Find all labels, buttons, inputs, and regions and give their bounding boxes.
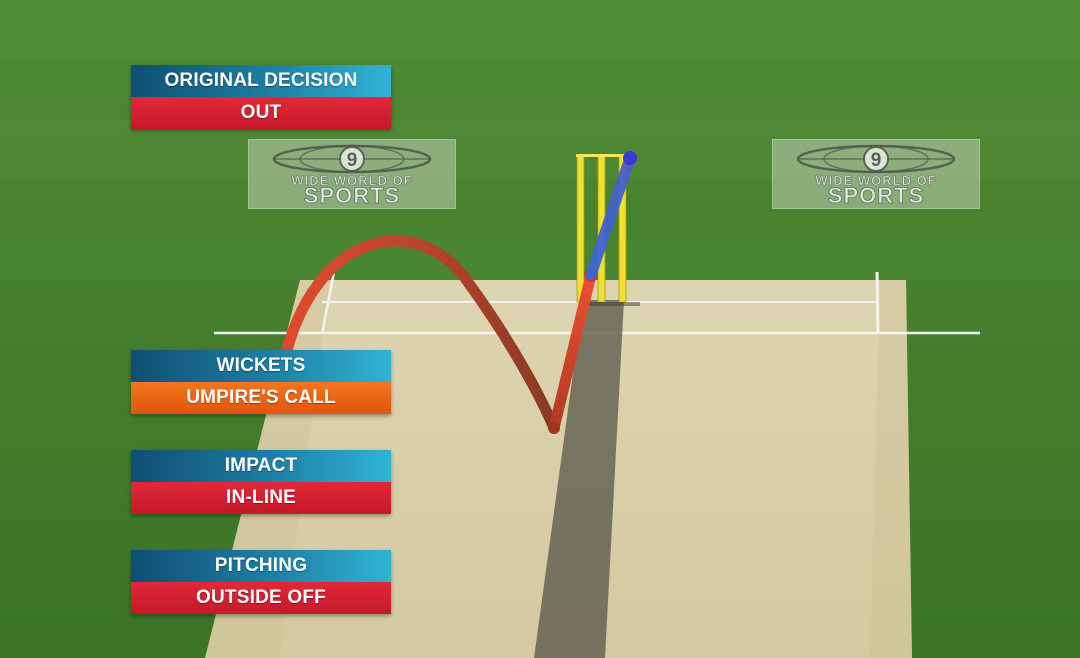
return-crease-right bbox=[875, 271, 880, 335]
channel-9-globe-icon: 9 bbox=[796, 144, 956, 174]
pitching-panel: PITCHING OUTSIDE OFF bbox=[131, 550, 391, 614]
return-crease-left bbox=[320, 271, 336, 335]
broadcaster-logo: 9 WIDE WORLD OF SPORTS bbox=[248, 139, 456, 209]
pitching-value: OUTSIDE OFF bbox=[131, 582, 391, 614]
predicted-path bbox=[585, 152, 636, 281]
pitch-point-marker bbox=[548, 422, 560, 434]
ball-trajectory-rise bbox=[548, 269, 597, 434]
ball-trajectory-arc bbox=[281, 235, 560, 434]
wickets-value: UMPIRE'S CALL bbox=[131, 382, 391, 414]
logo-line-2: SPORTS bbox=[303, 183, 401, 208]
original-decision-panel: ORIGINAL DECISION OUT bbox=[131, 65, 391, 129]
channel-9-globe-icon: 9 bbox=[272, 144, 432, 174]
original-decision-value: OUT bbox=[131, 97, 391, 129]
pitching-label: PITCHING bbox=[131, 550, 391, 582]
svg-text:9: 9 bbox=[871, 150, 882, 171]
predicted-ball-marker bbox=[623, 151, 637, 165]
wickets-panel: WICKETS UMPIRE'S CALL bbox=[131, 350, 391, 414]
logo-line-2: SPORTS bbox=[827, 183, 925, 208]
impact-value: IN-LINE bbox=[131, 482, 391, 514]
logo-line-1: WIDE WORLD OF bbox=[291, 173, 413, 188]
impact-panel: IMPACT IN-LINE bbox=[131, 450, 391, 514]
wickets-label: WICKETS bbox=[131, 350, 391, 382]
impact-label: IMPACT bbox=[131, 450, 391, 482]
logo-line-1: WIDE WORLD OF bbox=[815, 173, 937, 188]
svg-text:9: 9 bbox=[347, 150, 358, 171]
wicket-zone-corridor bbox=[534, 300, 624, 658]
broadcaster-logo: 9 WIDE WORLD OF SPORTS bbox=[772, 139, 980, 209]
original-decision-label: ORIGINAL DECISION bbox=[131, 65, 391, 97]
